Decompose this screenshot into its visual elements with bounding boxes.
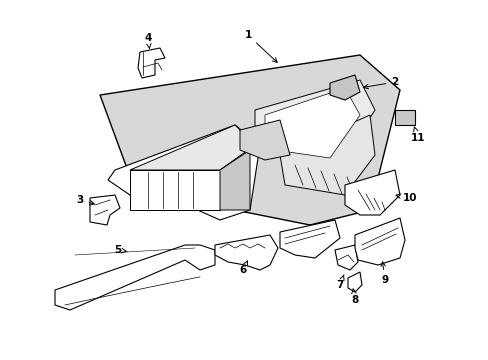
Polygon shape [138,48,164,78]
Text: 6: 6 [239,261,247,275]
Polygon shape [55,245,215,310]
Polygon shape [329,75,359,100]
Text: 9: 9 [380,262,388,285]
Polygon shape [345,170,399,215]
Text: 3: 3 [76,195,94,205]
Polygon shape [394,110,414,125]
Polygon shape [130,170,220,210]
Polygon shape [100,55,399,225]
Polygon shape [240,120,289,160]
Text: 10: 10 [395,193,416,203]
Text: 11: 11 [410,127,425,143]
Polygon shape [280,115,374,195]
Text: 7: 7 [336,275,344,290]
Polygon shape [280,220,339,258]
Polygon shape [254,80,374,165]
Polygon shape [334,245,357,270]
Text: 4: 4 [144,33,151,49]
Polygon shape [354,218,404,265]
Text: 1: 1 [244,30,277,62]
Text: 8: 8 [351,289,358,305]
Polygon shape [264,88,359,158]
Polygon shape [90,195,120,225]
Polygon shape [130,125,254,170]
Text: 5: 5 [114,245,127,255]
Text: 2: 2 [363,77,398,89]
Polygon shape [108,125,260,220]
Polygon shape [347,272,361,292]
Polygon shape [220,150,249,210]
Polygon shape [215,235,278,270]
